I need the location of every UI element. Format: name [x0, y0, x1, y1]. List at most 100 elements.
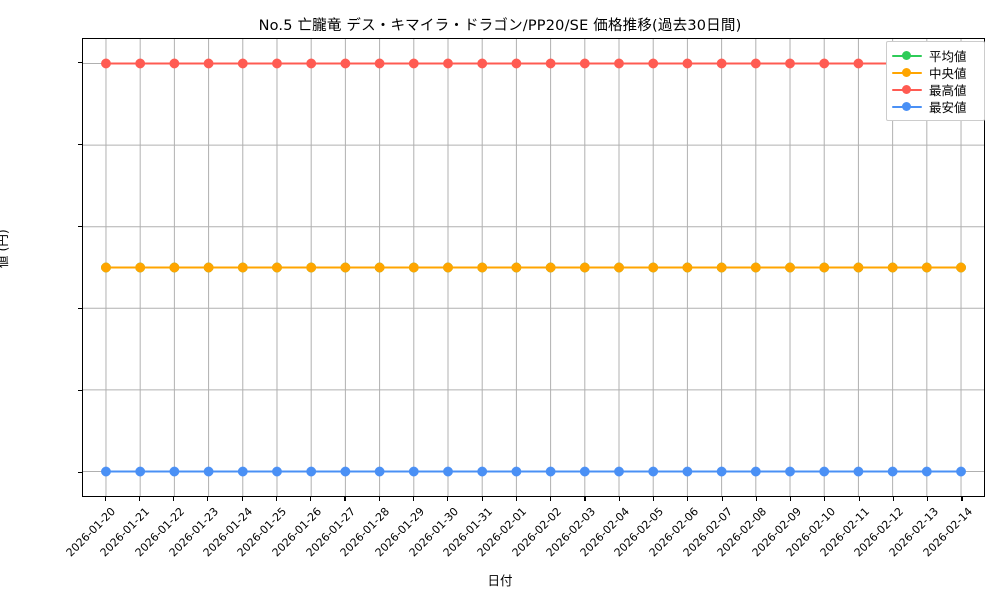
data-point-marker	[135, 262, 146, 273]
data-point-marker	[887, 466, 898, 477]
x-axis-tick-mark	[447, 497, 449, 501]
y-axis-tick-mark	[78, 389, 82, 392]
y-axis-tick-mark	[78, 307, 82, 310]
x-axis-tick-mark	[961, 497, 963, 501]
y-axis-tick-mark	[78, 226, 82, 228]
data-point-marker	[203, 466, 214, 477]
data-point-marker	[511, 58, 522, 69]
legend-item[interactable]: 最安値	[892, 98, 978, 115]
x-axis-tick-mark	[687, 497, 689, 501]
data-point-marker	[135, 58, 146, 69]
data-point-marker	[785, 466, 795, 477]
data-point-marker	[272, 262, 282, 273]
data-point-marker	[785, 58, 795, 69]
legend-item[interactable]: 最高値	[892, 81, 978, 98]
x-axis-tick-mark	[584, 497, 586, 501]
legend-color-swatch	[892, 49, 922, 63]
data-point-marker	[477, 58, 488, 69]
data-series-layer	[101, 58, 966, 477]
chart-title: No.5 亡朧竜 デス・キマイラ・ドラゴン/PP20/SE 価格推移(過去30日…	[258, 18, 742, 34]
legend-marker-dot	[902, 102, 911, 111]
data-point-marker	[408, 466, 419, 477]
legend-item[interactable]: 平均値	[892, 47, 978, 64]
x-axis-tick-mark	[207, 497, 209, 501]
data-point-marker	[169, 58, 180, 69]
x-axis-tick-mark	[755, 497, 757, 501]
x-axis-tick-mark	[515, 497, 517, 501]
data-point-marker	[272, 58, 282, 69]
data-point-marker	[101, 466, 111, 477]
x-axis-tick-mark	[550, 497, 552, 501]
legend-marker-dot	[902, 68, 911, 77]
data-point-marker	[374, 58, 385, 69]
y-axis-tick-mark	[78, 62, 82, 64]
data-point-marker	[579, 466, 590, 477]
data-point-marker	[682, 262, 693, 273]
data-point-marker	[374, 262, 385, 273]
data-point-marker	[340, 262, 351, 273]
legend-item[interactable]: 中央値	[892, 64, 978, 81]
data-point-marker	[750, 466, 761, 477]
data-point-marker	[819, 262, 830, 273]
x-axis-tick-mark	[413, 497, 415, 501]
x-axis-tick-mark	[138, 497, 140, 501]
legend-color-swatch	[892, 100, 922, 114]
data-point-marker	[340, 466, 351, 477]
data-point-marker	[306, 262, 317, 273]
data-point-marker	[921, 466, 932, 477]
data-point-marker	[750, 58, 761, 69]
data-point-marker	[203, 262, 214, 273]
x-axis-tick-mark	[790, 497, 792, 501]
y-axis-tick-mark	[78, 144, 82, 146]
data-point-marker	[272, 466, 282, 477]
data-point-marker	[716, 466, 727, 477]
legend-marker-dot	[902, 51, 911, 60]
data-point-marker	[203, 58, 214, 69]
data-point-marker	[716, 262, 727, 273]
data-point-marker	[853, 466, 864, 477]
data-point-marker	[682, 58, 693, 69]
data-point-marker	[648, 58, 659, 69]
data-point-marker	[853, 58, 864, 69]
x-axis-tick-mark	[721, 497, 723, 501]
data-point-marker	[614, 466, 624, 477]
legend-color-swatch	[892, 83, 922, 97]
data-point-marker	[545, 466, 556, 477]
data-point-marker	[340, 58, 351, 69]
x-axis-tick-mark	[241, 497, 243, 501]
data-point-marker	[237, 58, 248, 69]
data-point-marker	[785, 262, 795, 273]
x-axis-tick-mark	[618, 497, 620, 501]
series-4	[101, 466, 966, 477]
data-point-marker	[750, 262, 761, 273]
data-point-marker	[237, 466, 248, 477]
x-axis-tick-mark	[892, 497, 894, 501]
data-point-marker	[101, 58, 111, 69]
x-axis-tick-mark	[275, 497, 277, 501]
x-axis-tick-mark	[378, 497, 380, 501]
series-2	[101, 262, 966, 273]
data-point-marker	[614, 58, 624, 69]
x-axis-tick-mark	[481, 497, 483, 501]
data-point-marker	[716, 58, 727, 69]
data-point-marker	[477, 466, 488, 477]
data-point-marker	[237, 262, 248, 273]
legend-label: 中央値	[929, 66, 967, 81]
data-point-marker	[169, 262, 180, 273]
x-axis-tick-mark	[927, 497, 929, 501]
data-point-marker	[887, 262, 898, 273]
data-point-marker	[135, 466, 146, 477]
x-axis-tick-mark	[173, 497, 175, 501]
x-axis-tick-mark	[824, 497, 826, 501]
data-point-marker	[579, 262, 590, 273]
data-point-marker	[956, 466, 966, 477]
data-point-marker	[545, 262, 556, 273]
data-point-marker	[511, 262, 522, 273]
data-point-marker	[682, 466, 693, 477]
data-point-marker	[921, 262, 932, 273]
x-axis-tick-mark	[310, 497, 312, 501]
data-point-marker	[477, 262, 488, 273]
chart-legend: 平均値中央値最高値 最安値	[886, 41, 985, 121]
data-point-marker	[819, 466, 830, 477]
legend-label: 最高値	[929, 83, 967, 98]
